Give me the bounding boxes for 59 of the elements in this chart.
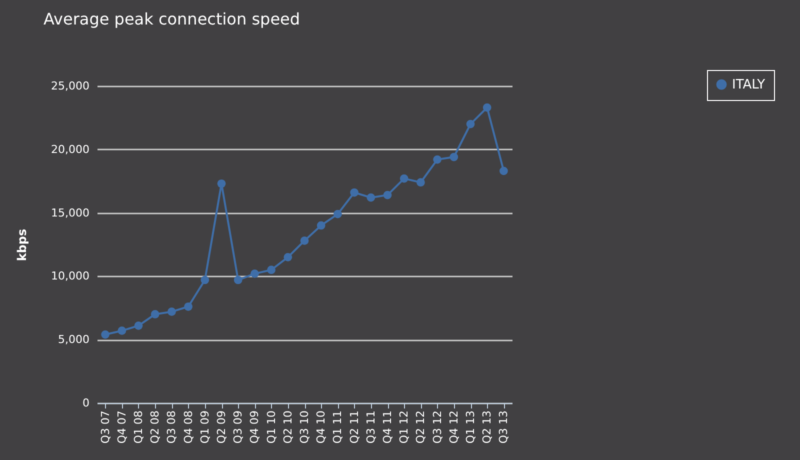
point: [217, 179, 226, 188]
y-tick-label: 0: [82, 396, 90, 410]
x-tick-label: Q3 07: [98, 410, 112, 444]
point: [350, 188, 358, 197]
point: [383, 190, 392, 200]
x-tick-label: Q2 12: [414, 410, 428, 444]
point: [433, 155, 442, 164]
x-tick-label: Q1 10: [264, 410, 278, 444]
x-tick-label: Q3 13: [497, 410, 510, 444]
point: [101, 330, 110, 339]
point: [450, 152, 458, 162]
x-tick-label: Q3 10: [298, 410, 311, 444]
point: [334, 210, 342, 218]
point: [416, 178, 425, 187]
point: [400, 174, 408, 183]
point: [234, 276, 242, 284]
point: [168, 308, 176, 316]
point: [267, 266, 276, 274]
point: [482, 103, 492, 112]
x-tick-label: Q1 09: [198, 410, 212, 444]
x-tick-label: Q3 12: [430, 410, 444, 444]
x-tick-label: Q2 11: [348, 410, 361, 444]
x-tick-label: Q4 07: [115, 410, 128, 444]
x-tick-label: Q4 09: [248, 410, 262, 444]
point: [366, 193, 376, 202]
point: [184, 302, 192, 311]
y-tick-label: 10,000: [51, 270, 90, 283]
point: [150, 310, 160, 318]
x-tick-label: Q4 10: [314, 410, 328, 444]
x-tick-label: Q1 13: [464, 410, 477, 444]
x-tick-label: Q1 08: [132, 410, 145, 444]
x-tick-label: Q2 08: [148, 410, 162, 444]
x-tick-label: Q4 12: [447, 410, 460, 444]
x-tick-label: Q1 12: [398, 410, 411, 444]
point: [284, 253, 292, 262]
x-tick-label: Q4 08: [182, 410, 195, 444]
point: [466, 120, 475, 128]
point: [134, 321, 143, 330]
y-axis-title: kbps: [15, 228, 30, 262]
legend-label: ITALY: [732, 78, 766, 92]
y-tick-label: 15,000: [51, 206, 90, 220]
point: [300, 236, 309, 245]
x-tick-label: Q2 10: [281, 410, 294, 444]
x-tick-label: Q3 08: [165, 410, 178, 444]
point: [500, 166, 508, 176]
point: [118, 326, 126, 335]
y-tick-label: 20,000: [51, 142, 90, 156]
point: [250, 269, 259, 278]
chart-title: Average peak connection speed: [44, 10, 300, 28]
x-tick-label: Q3 11: [364, 410, 378, 444]
point: [200, 276, 210, 284]
x-tick-label: Q4 11: [381, 410, 394, 444]
x-tick-label: Q2 13: [480, 410, 494, 444]
y-tick-label: 25,000: [51, 80, 90, 92]
x-tick-label: Q2 09: [215, 410, 228, 444]
x-tick-label: Q1 11: [331, 410, 344, 444]
y-tick-label: 5,000: [58, 333, 90, 346]
x-tick-label: Q3 09: [232, 410, 245, 444]
point: [316, 221, 326, 230]
